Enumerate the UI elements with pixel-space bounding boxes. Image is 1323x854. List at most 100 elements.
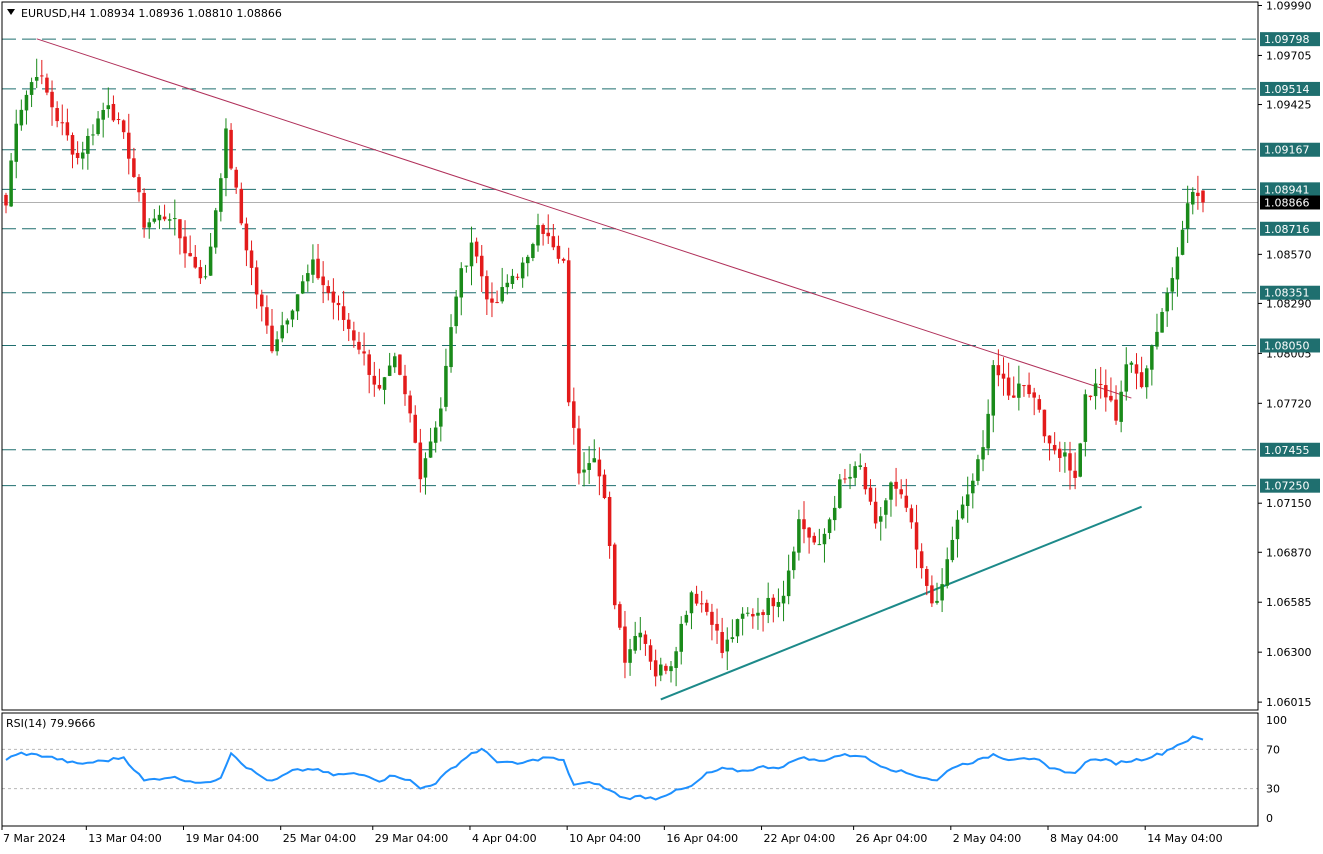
candle	[495, 290, 499, 304]
candle	[341, 290, 346, 332]
candle	[735, 618, 740, 643]
candle-body	[167, 219, 172, 221]
candle-body	[490, 298, 494, 303]
candle	[679, 616, 683, 665]
candle	[449, 314, 453, 373]
level-price-tag: 1.08050	[1260, 338, 1320, 353]
candle	[137, 174, 141, 202]
triangle-down-icon[interactable]	[7, 9, 15, 15]
candle-body	[178, 219, 182, 239]
candle-body	[653, 660, 658, 677]
candle-body	[173, 218, 177, 220]
candle	[1001, 357, 1006, 396]
candle-body	[940, 584, 944, 601]
candle	[720, 617, 724, 659]
price-axis[interactable]: 1.09990 1.09705 1.09425 1.08570 1.08290 1.080…	[1258, 0, 1320, 825]
candle-body	[106, 105, 111, 110]
candle-body	[1124, 364, 1129, 392]
candle-body	[1088, 395, 1093, 398]
candle	[1191, 187, 1195, 215]
time-axis[interactable]: 7 Mar 2024 13 Mar 04:00 19 Mar 04:00 25 Mar…	[1, 826, 1223, 845]
bid-tag-label: 1.08866	[1264, 196, 1310, 209]
candle-body	[797, 519, 801, 553]
candle-body	[336, 302, 341, 306]
candle	[50, 80, 54, 126]
candle	[224, 118, 228, 197]
candle	[878, 507, 883, 541]
price-tick-label: 1.09705	[1266, 49, 1312, 62]
candle-body	[740, 613, 745, 619]
candle-body	[817, 544, 822, 546]
candle	[111, 95, 116, 123]
candle-body	[1078, 443, 1082, 477]
candle-body	[80, 152, 85, 159]
candle-body	[618, 604, 622, 628]
candle-body	[699, 603, 704, 605]
candle-body	[868, 487, 873, 502]
candle-body	[346, 319, 351, 329]
candle	[643, 630, 648, 656]
candle	[930, 575, 934, 607]
candle-body	[802, 519, 806, 530]
candle-body	[418, 442, 423, 480]
candle	[792, 546, 796, 579]
candle-body	[786, 570, 791, 597]
candle	[802, 501, 806, 544]
candle-body	[1017, 383, 1021, 398]
candle	[372, 361, 377, 397]
candle	[561, 257, 566, 264]
candle-body	[515, 276, 520, 278]
candle-body	[751, 613, 755, 617]
candle	[1134, 353, 1139, 390]
candle	[162, 204, 167, 222]
candle-body	[955, 519, 960, 540]
candle-body	[157, 214, 162, 221]
candle-body	[444, 365, 448, 407]
price-tick-label: 1.06870	[1266, 546, 1312, 559]
level-tag-box	[1260, 221, 1320, 236]
candle	[249, 240, 254, 286]
candle-body	[756, 612, 760, 616]
candle	[761, 609, 765, 632]
candle-body	[838, 479, 842, 508]
candle	[566, 247, 571, 407]
candle-body	[1104, 385, 1108, 398]
candle	[1022, 384, 1026, 397]
candle	[715, 608, 719, 644]
candle-body	[45, 77, 49, 93]
candle	[1058, 441, 1062, 472]
candle	[213, 207, 218, 254]
candle-body	[387, 365, 392, 376]
candle	[1119, 380, 1123, 433]
candle-body	[935, 600, 939, 603]
candle	[725, 627, 730, 671]
candle-body	[684, 614, 689, 623]
candle	[280, 311, 284, 343]
level-tag-label: 1.08050	[1264, 339, 1310, 352]
level-tag-box	[1260, 81, 1320, 96]
rsi-title: RSI(14) 79.9666	[6, 717, 95, 730]
candle	[919, 543, 924, 579]
candle-body	[807, 527, 811, 538]
candle	[1170, 267, 1175, 311]
candle	[577, 415, 581, 485]
candle	[925, 566, 929, 596]
time-tick-label: 19 Mar 04:00	[186, 832, 259, 845]
time-tick-label: 13 Mar 04:00	[88, 832, 161, 845]
candle-body	[771, 597, 776, 607]
candle-body	[812, 535, 816, 543]
candle	[9, 152, 13, 208]
candle-body	[65, 122, 70, 136]
candle	[618, 601, 622, 631]
candle-body	[925, 568, 929, 586]
rsi-tick-label: 70	[1266, 743, 1280, 756]
candle-body	[265, 307, 269, 326]
candle	[474, 237, 479, 264]
candle-body	[372, 375, 377, 385]
candle	[1088, 395, 1093, 401]
candle	[587, 446, 591, 484]
candle	[244, 217, 249, 267]
candle-body	[505, 282, 510, 288]
